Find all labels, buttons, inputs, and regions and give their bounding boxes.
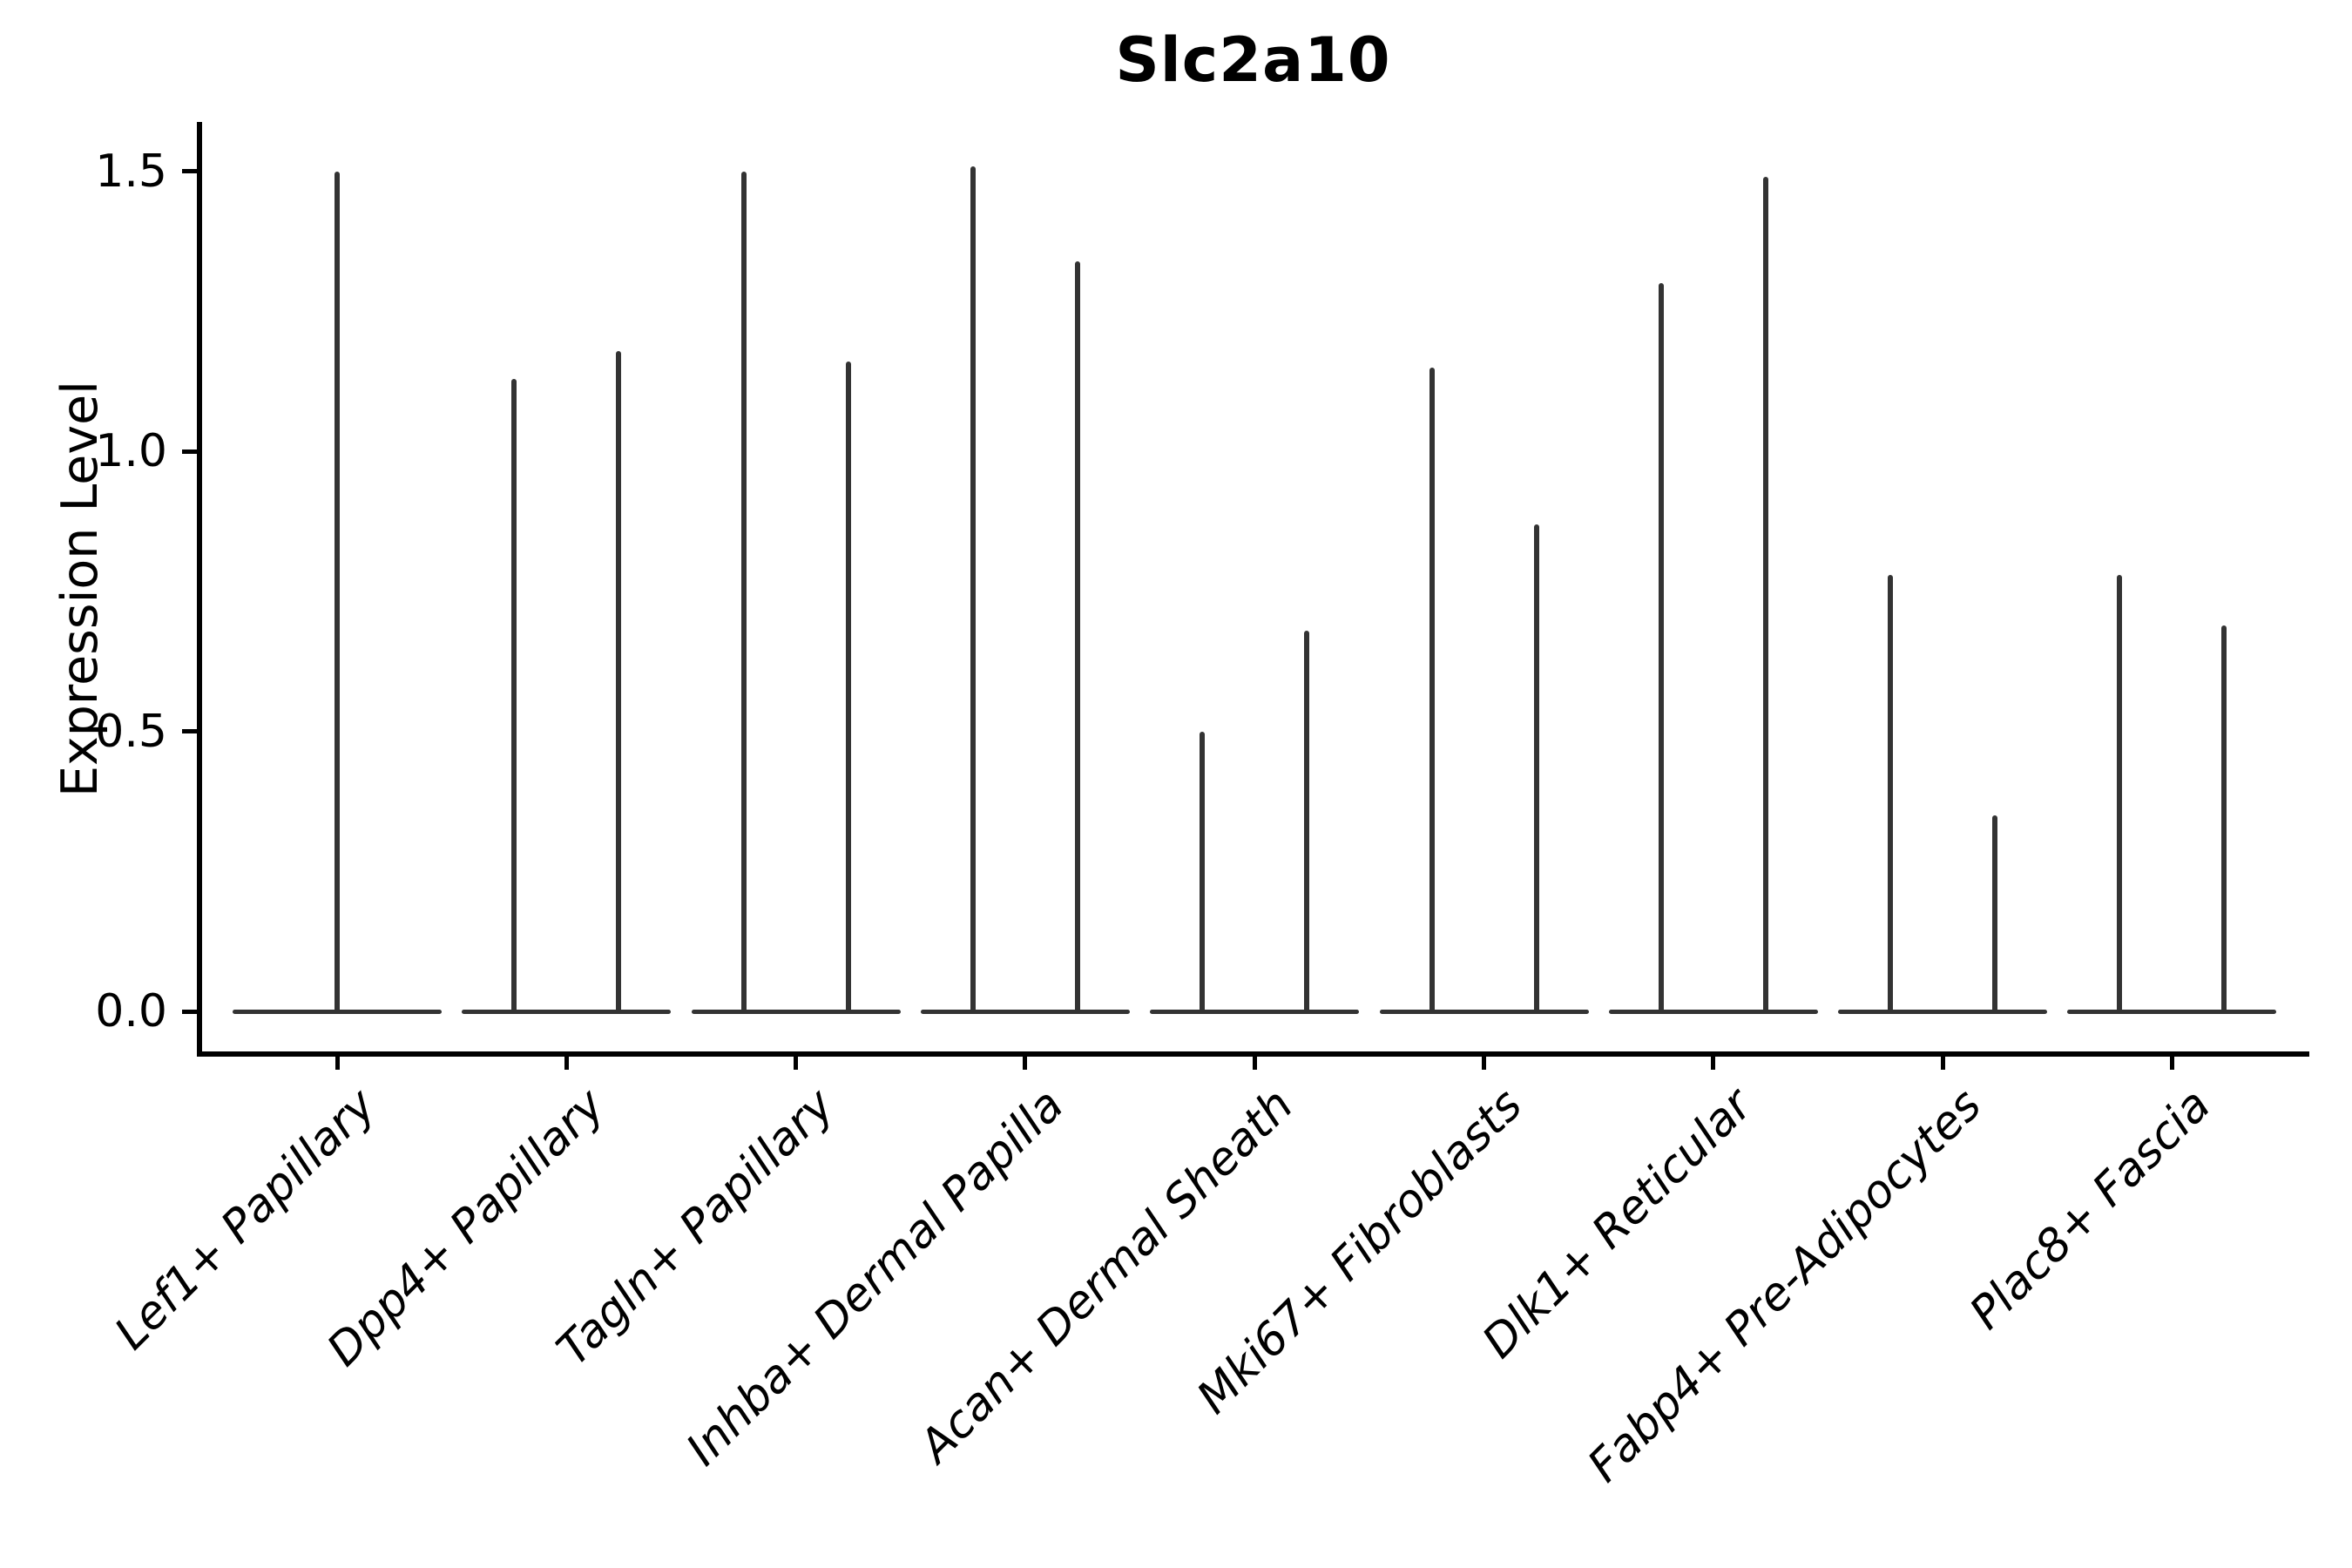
x-tick-mark <box>794 1057 799 1070</box>
y-tick-mark <box>182 1009 197 1014</box>
violin-spike <box>1304 630 1310 1014</box>
violin-spike <box>845 362 851 1014</box>
violin-baseline <box>691 1010 901 1014</box>
y-axis-spine <box>197 122 202 1057</box>
y-tick-label: 0.0 <box>95 985 167 1037</box>
violin-spike <box>1658 283 1664 1014</box>
x-tick-label: Inhba+ Dermal Papilla <box>677 1078 1074 1477</box>
violin-baseline <box>920 1010 1130 1014</box>
violin-baseline <box>2067 1010 2277 1014</box>
violin-spike <box>1074 260 1080 1014</box>
violin-baseline <box>1838 1010 2048 1014</box>
y-tick-label: 0.5 <box>95 705 167 758</box>
violin-spike <box>970 166 976 1014</box>
violin-baseline <box>1150 1010 1360 1014</box>
violin-baseline <box>462 1010 672 1014</box>
x-tick-mark <box>1252 1057 1257 1070</box>
y-tick-label: 1.0 <box>95 425 167 478</box>
violin-spike <box>2117 574 2123 1014</box>
violin-baseline <box>1608 1010 1818 1014</box>
violin-spike <box>1888 574 1894 1014</box>
x-tick-mark <box>1711 1057 1716 1070</box>
x-axis-spine <box>197 1051 2309 1057</box>
x-tick-label: Fabp4+ Pre-Adipocytes <box>1578 1078 1992 1493</box>
x-tick-mark <box>564 1057 569 1070</box>
violin-spike <box>1762 177 1768 1014</box>
violin-spike <box>2221 625 2227 1014</box>
chart-title: Slc2a10 <box>1115 24 1391 96</box>
x-tick-mark <box>335 1057 340 1070</box>
violin-spike <box>511 378 517 1014</box>
violin-spike <box>616 350 622 1014</box>
violin-baseline <box>1379 1010 1589 1014</box>
violin-spike <box>1533 524 1539 1014</box>
x-tick-mark <box>1482 1057 1486 1070</box>
y-tick-mark <box>182 449 197 454</box>
x-tick-mark <box>2169 1057 2174 1070</box>
x-tick-mark <box>1023 1057 1028 1070</box>
violin-spike <box>740 171 747 1014</box>
violin-spike <box>335 171 340 1014</box>
violin-spike <box>1200 731 1206 1014</box>
y-tick-mark <box>182 169 197 174</box>
y-tick-label: 1.5 <box>95 145 167 198</box>
violin-spike <box>1992 815 1998 1014</box>
violin-spike <box>1429 367 1435 1014</box>
x-tick-label: Acan+ Dermal Sheath <box>909 1078 1304 1473</box>
y-tick-mark <box>182 729 197 734</box>
x-tick-mark <box>1940 1057 1945 1070</box>
x-tick-label: Plac8+ Fascia <box>1960 1078 2221 1340</box>
